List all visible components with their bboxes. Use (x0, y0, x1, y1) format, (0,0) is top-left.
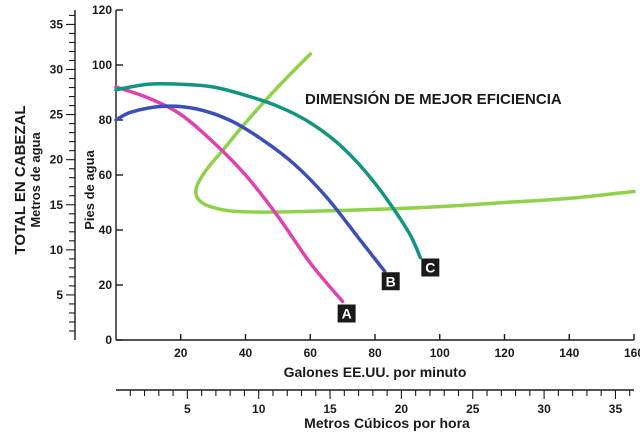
x-tick-label: 80 (368, 346, 382, 360)
secondary-x-tick-label: 30 (537, 402, 551, 416)
series-badge-label: C (425, 260, 435, 276)
secondary-x-tick-label: 15 (323, 402, 337, 416)
y-tick-label: 40 (99, 223, 113, 237)
x-tick-label: 100 (430, 346, 450, 360)
y-tick-label: 80 (99, 113, 113, 127)
efficiency-annotation: DIMENSIÓN DE MEJOR EFICIENCIA (305, 90, 562, 108)
curve-c (114, 81, 423, 260)
y-tick-label: 120 (92, 3, 112, 17)
series-badge-label: B (386, 273, 396, 289)
secondary-x-tick-label: 20 (395, 402, 409, 416)
y-axis-title-meters: Metros de agua (28, 132, 43, 228)
y-tick-label: 100 (92, 58, 112, 72)
x-tick-label: 120 (494, 346, 514, 360)
secondary-y-tick-label: 15 (50, 198, 64, 212)
badges-layer: A B C (337, 258, 440, 323)
secondary-y-tick-label: 20 (50, 153, 64, 167)
x-tick-label: 160 (624, 346, 640, 360)
curves-layer (114, 52, 636, 304)
secondary-y-tick-label: 5 (56, 288, 63, 302)
secondary-x-tick-label: 35 (609, 402, 623, 416)
secondary-x-tick-label: 5 (184, 402, 191, 416)
curve-b (114, 104, 387, 274)
axes-layer: 20 40 60 80 100 120 140 160 0 20 40 60 80 100 120 5 10 15… (50, 3, 640, 416)
secondary-y-tick-label: 30 (50, 63, 64, 77)
x-tick-label: 60 (304, 346, 318, 360)
y-axis-title-feet: Pies de agua (82, 149, 97, 229)
x-tick-label: 40 (239, 346, 253, 360)
efficiency-band-curve (193, 52, 636, 214)
y-tick-label: 0 (105, 333, 112, 347)
series-badge-a (337, 304, 356, 323)
y-axis-title-total-head: TOTAL EN CABEZAL (12, 105, 29, 254)
y-tick-label: 60 (99, 168, 113, 182)
x-axis-title-gpm: Galones EE.UU. por minuto (284, 364, 467, 380)
y-tick-label: 20 (99, 278, 113, 292)
x-tick-label: 20 (174, 346, 188, 360)
x-tick-label: 140 (559, 346, 579, 360)
series-badge-label: A (342, 306, 352, 322)
secondary-y-tick-label: 35 (50, 17, 64, 31)
curve-a (114, 85, 345, 304)
secondary-x-tick-label: 10 (252, 402, 266, 416)
series-badge-c (421, 258, 440, 277)
secondary-y-tick-label: 10 (50, 243, 64, 257)
secondary-y-tick-label: 25 (50, 108, 64, 122)
series-badge-b (381, 272, 400, 291)
x-axis-title-m3h: Metros Cúbicos por hora (304, 415, 470, 431)
secondary-x-tick-label: 25 (466, 402, 480, 416)
